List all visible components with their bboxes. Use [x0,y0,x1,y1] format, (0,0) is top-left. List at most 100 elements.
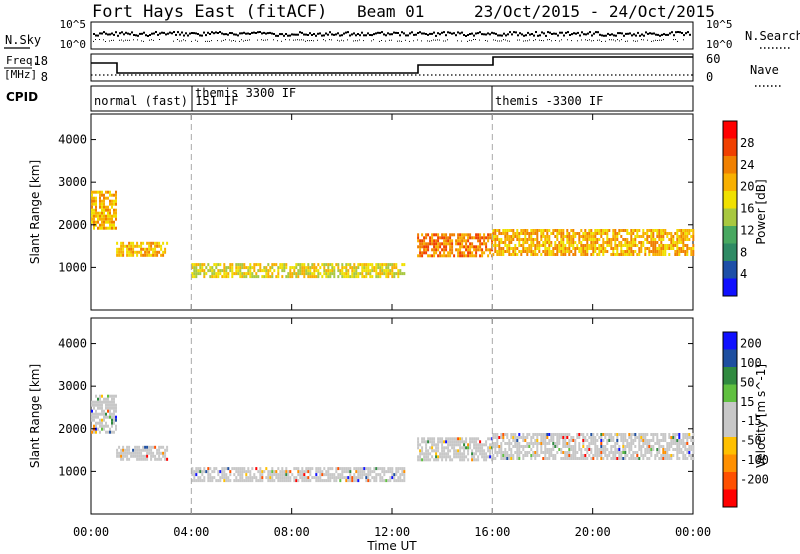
noise-search-point [373,39,374,41]
noise-search-point [323,39,324,41]
noise-sky-point [129,33,131,36]
noise-sky-point [545,34,547,37]
cpid-mode-2: themis 3300 IF [195,86,296,100]
noise-sky-point [593,32,595,35]
x-tick-label: 00:00 [73,525,109,539]
noise-sky-point [115,31,117,34]
noise-search-point [93,40,94,42]
noise-sky-point [317,32,319,35]
noise-sky-point [441,31,443,34]
power-echo-region [191,263,406,279]
noise-sky-point [175,33,177,36]
noise-sky-point [531,33,533,35]
noise-sky-point [329,31,331,34]
noise-sky-point [591,34,593,37]
velocity-colorbar-frame [722,331,738,508]
noise-sky-point [179,33,181,36]
noise-sky-point [579,34,581,37]
noise-sky-point [137,34,139,37]
noise-search-point [457,40,458,42]
noise-sky-point [461,31,463,34]
noise-sky-point [493,32,495,35]
noise-sky-point [571,33,573,36]
nave-label: Nave [750,63,779,77]
noise-sky-point [453,32,455,35]
noise-search-point [559,40,560,42]
noise-sky-point [219,31,221,33]
noise-sky-point [663,33,665,36]
noise-search-point [185,40,186,42]
velocity-colorbar-segment [723,349,737,367]
noise-sky-point [275,34,277,37]
noise-sky-point [283,34,285,37]
noise-search-point [589,39,590,41]
noise-sky-point [403,32,405,35]
noise-search-point [265,39,266,41]
power-colorbar-tick: 4 [740,267,747,281]
noise-sky-point [501,34,503,37]
noise-sky-point [627,32,629,35]
date-range: 23/Oct/2015 - 24/Oct/2015 [474,2,715,21]
noise-sky-point [583,33,585,36]
noise-sky-point [257,31,259,34]
noise-sky-point [447,31,449,34]
noise-sky-point [123,33,125,36]
noise-sky-point [313,33,315,35]
noise-sky-point [677,31,679,33]
noise-sky-point [451,32,453,35]
noise-search-point [619,40,620,42]
velocity-colorbar-segment [723,454,737,472]
noise-sky-point [105,32,107,35]
velocity-colorbar-segment [723,489,737,507]
noise-search-point [273,39,274,41]
noise-search-point [637,40,638,42]
noise-sky-point [569,34,571,36]
noise-search-point [363,40,364,42]
freq-unit-label: [MHz] [4,68,37,81]
noise-sky-point [467,34,469,36]
noise-sky-point [469,33,471,35]
noise-sky-point [127,32,129,35]
noise-sky-point [683,34,685,37]
noise-search-point [615,40,616,42]
noise-sky-point [607,32,609,35]
noise-sky-point [229,32,231,34]
noise-right-tick-top: 10^5 [706,18,733,31]
noise-sky-point [619,32,621,35]
noise-sky-point [599,33,601,36]
noise-sky-point [381,31,383,34]
power-ylabel: Slant Range [km] [28,160,42,264]
noise-sky-point [405,34,407,37]
noise-search-point [183,39,184,41]
noise-search-point [493,39,494,41]
noise-search-point [673,39,674,41]
noise-sky-point [523,34,525,37]
noise-search-point [337,39,338,41]
noise-sky-point [281,33,283,36]
velocity-axes: 1000 2000 3000 4000 [58,318,694,514]
noise-sky-point [679,31,681,34]
noise-search-point [195,39,196,41]
noise-search-point [347,39,348,41]
power-panel: 1000 2000 3000 4000 Slant Range [km] 4 8 12 16… [28,113,768,311]
noise-sky-point [479,31,481,34]
velocity-colorbar-segment [723,367,737,385]
noise-sky-point [205,34,207,37]
noise-sky-point [651,32,653,35]
noise-sky-point [423,32,425,35]
noise-search-point [217,40,218,42]
noise-sky-point [267,32,269,35]
noise-sky-point [217,32,219,34]
noise-search-point [535,39,536,41]
noise-sky-point [489,33,491,36]
noise-sky-point [245,32,247,35]
noise-sky-point [215,31,217,34]
noise-sky-point [463,34,465,36]
noise-search-point [113,39,114,41]
noise-sky-point [661,33,663,36]
noise-sky-point [321,34,323,37]
noise-search-point [433,39,434,41]
noise-sky-point [629,32,631,35]
noise-sky-point [689,33,691,36]
noise-right-tick-bottom: 10^0 [706,38,733,51]
